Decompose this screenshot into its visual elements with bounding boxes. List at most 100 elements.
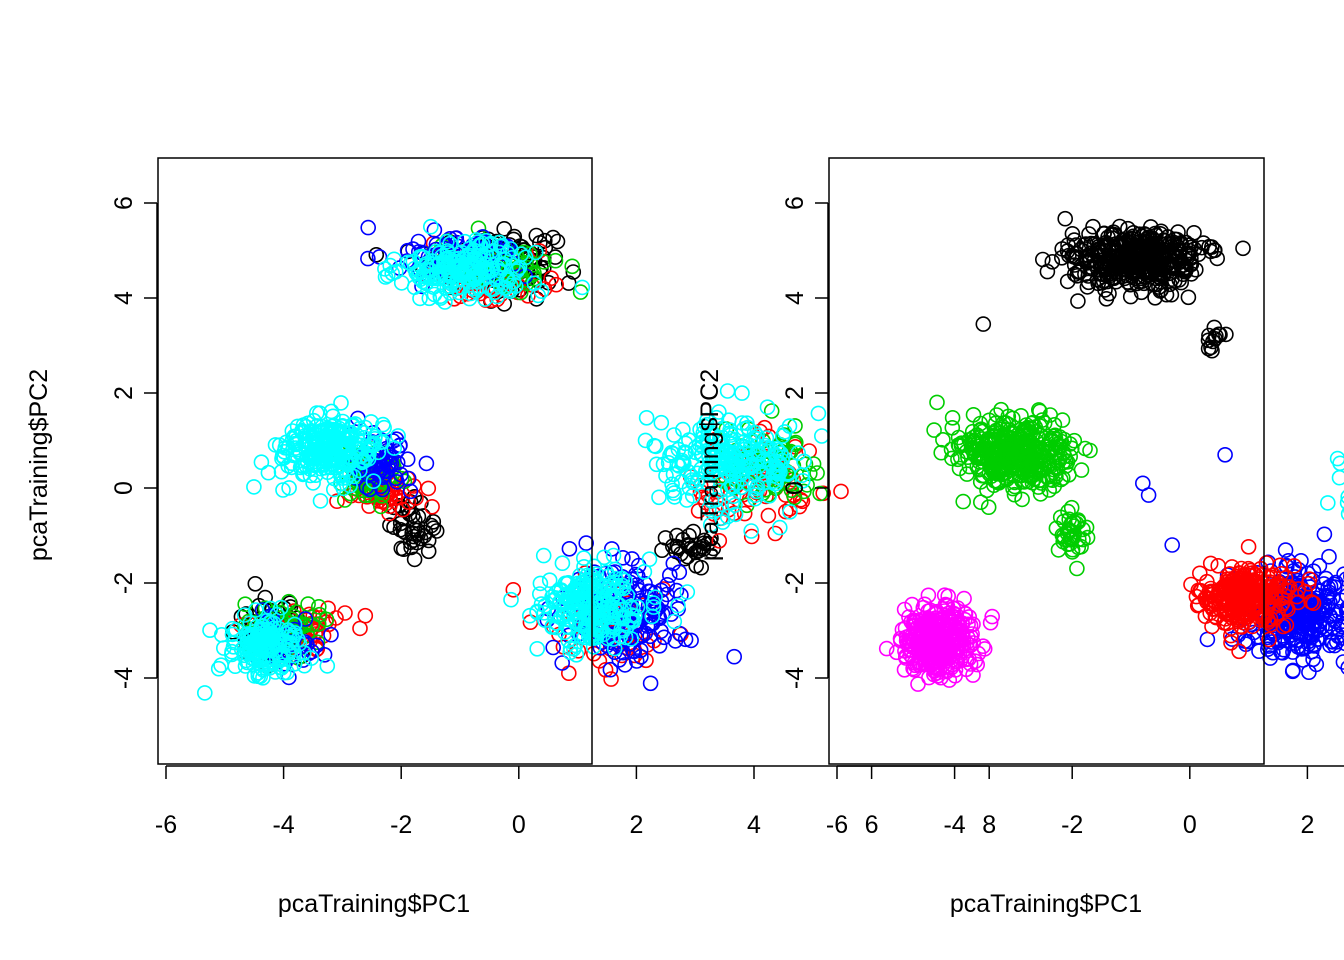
scatter-point <box>896 661 913 678</box>
scatter-point <box>260 464 277 481</box>
scatter-point <box>1079 279 1096 295</box>
scatter-point <box>725 488 742 505</box>
scatter-point <box>505 581 522 598</box>
scatter-point <box>453 254 469 271</box>
scatter-point <box>1057 210 1073 227</box>
scatter-point <box>501 283 518 300</box>
scatter-point <box>1108 248 1125 264</box>
scatter-point <box>955 493 972 510</box>
scatter-point <box>984 608 1001 625</box>
scatter-point <box>1048 434 1064 451</box>
scatter-point <box>982 614 999 631</box>
scatter-point <box>747 490 763 507</box>
scatter-point <box>273 599 289 616</box>
y-tick-label: 2 <box>781 386 809 400</box>
scatter-point <box>690 502 707 519</box>
scatter-point <box>323 626 339 643</box>
scatter-point <box>599 600 615 617</box>
scatter-point <box>395 541 412 558</box>
outlier-point <box>975 316 992 332</box>
scatter-point <box>530 287 547 304</box>
scatter-point <box>950 635 967 652</box>
scatter-point <box>308 447 325 464</box>
scatter-point <box>1178 234 1194 251</box>
scatter-point <box>382 517 398 534</box>
left-y-axis: -4 -2 0 2 4 6 <box>110 196 158 689</box>
scatter-point <box>765 467 781 484</box>
scatter-point <box>628 653 645 669</box>
scatter-point <box>491 244 508 261</box>
scatter-point <box>727 497 743 513</box>
scatter-point <box>362 481 378 498</box>
scatter-point <box>959 466 975 482</box>
scatter-point <box>980 499 997 516</box>
scatter-point <box>1338 603 1344 619</box>
scatter-point <box>719 508 736 525</box>
scatter-point <box>548 276 565 293</box>
scatter-point <box>246 479 262 495</box>
scatter-point <box>565 264 582 280</box>
scatter-point <box>794 493 811 510</box>
scatter-point <box>560 275 577 291</box>
scatter-point <box>567 593 584 610</box>
scatter-point <box>622 611 639 627</box>
scatter-point <box>1338 571 1344 587</box>
scatter-point <box>284 430 301 447</box>
scatter-point <box>723 430 739 447</box>
scatter-point <box>944 450 960 467</box>
scatter-point <box>1033 440 1050 457</box>
scatter-point <box>410 233 427 250</box>
scatter-point <box>1340 661 1344 675</box>
scatter-point <box>275 664 292 681</box>
scatter-point <box>422 218 439 235</box>
scatter-point <box>661 567 678 584</box>
scatter-point <box>424 270 441 287</box>
scatter-point <box>412 290 428 307</box>
scatter-point <box>781 418 798 434</box>
scatter-point <box>437 294 453 310</box>
scatter-point <box>676 444 693 460</box>
scatter-point <box>1138 227 1155 243</box>
scatter-point <box>1046 478 1062 495</box>
scatter-point <box>739 475 756 492</box>
scatter-point <box>1235 240 1251 257</box>
scatter-point <box>340 430 356 447</box>
scatter-point <box>1083 235 1099 252</box>
scatter-point <box>1285 662 1301 679</box>
scatter-point <box>1044 253 1061 270</box>
scatter-point <box>1021 442 1037 459</box>
scatter-point <box>281 480 297 496</box>
scatter-point <box>447 230 464 247</box>
scatter-point <box>657 530 674 546</box>
scatter-point <box>1006 486 1023 503</box>
x-tick-label: -6 <box>826 811 848 839</box>
scatter-point <box>374 469 391 486</box>
scatter-point <box>596 585 613 602</box>
scatter-point <box>1147 289 1163 306</box>
scatter-point <box>564 258 581 275</box>
scatter-point <box>556 624 573 641</box>
scatter-point <box>651 489 667 506</box>
scatter-point <box>608 583 625 600</box>
scatter-point <box>1016 424 1032 441</box>
scatter-point <box>680 536 696 553</box>
scatter-point <box>970 645 987 662</box>
scatter-point <box>965 667 981 683</box>
scatter-point <box>734 415 750 431</box>
scatter-point <box>545 592 561 609</box>
x-tick-label: 0 <box>512 811 526 839</box>
scatter-point <box>1163 257 1180 273</box>
scatter-point <box>1075 531 1091 548</box>
scatter-point <box>323 424 340 441</box>
scatter-point <box>1167 231 1183 248</box>
scatter-point <box>330 453 346 469</box>
scatter-point <box>941 620 957 637</box>
scatter-point <box>638 652 654 669</box>
scatter-point <box>566 640 582 657</box>
left-scatter-plot: -6 -4 -2 0 2 4 6 8 -4 -2 0 2 4 6 pcaTraining$PC1 pca… <box>25 157 996 918</box>
scatter-point <box>382 257 399 274</box>
scatter-point <box>753 442 770 459</box>
scatter-point <box>675 455 692 472</box>
scatter-point <box>681 527 697 544</box>
scatter-point <box>748 483 765 500</box>
